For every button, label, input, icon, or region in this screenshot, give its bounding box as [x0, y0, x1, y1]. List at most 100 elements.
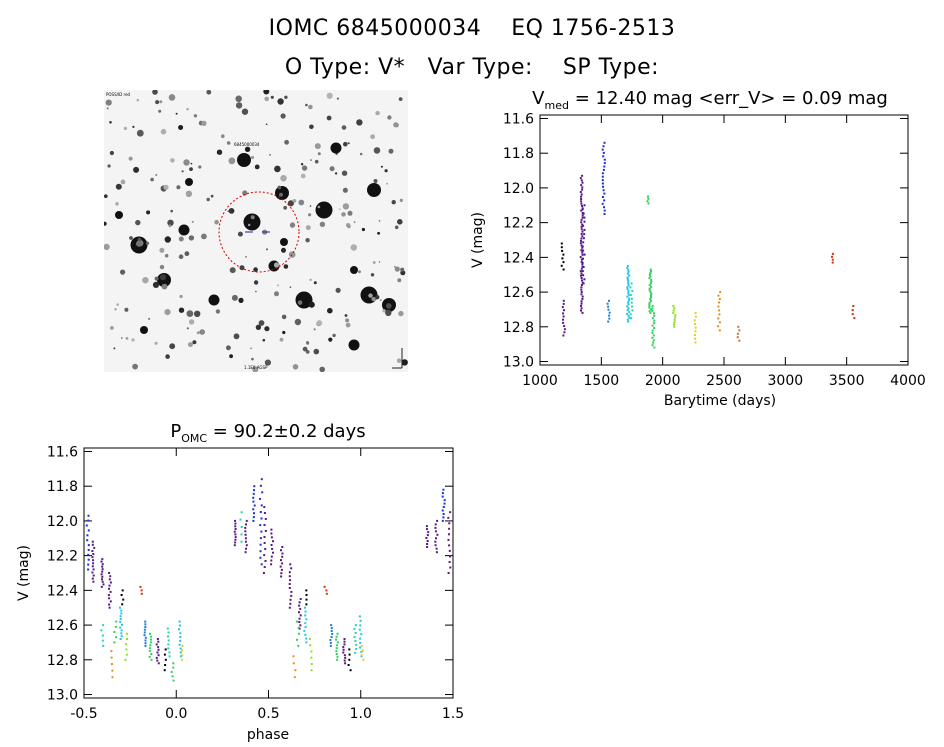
star-faint — [314, 143, 321, 150]
star-faint — [380, 165, 383, 168]
data-point — [852, 305, 855, 307]
data-point — [304, 626, 307, 628]
data-point — [449, 566, 452, 569]
data-point — [626, 318, 629, 321]
data-point — [299, 624, 302, 627]
data-point — [602, 189, 605, 192]
data-point — [562, 318, 564, 321]
data-point — [851, 313, 854, 316]
data-point — [156, 638, 159, 640]
data-point — [717, 325, 720, 328]
data-point — [426, 546, 429, 548]
data-point — [92, 580, 95, 583]
data-point — [581, 270, 584, 273]
star-faint — [184, 251, 190, 257]
star-faint — [136, 240, 143, 247]
data-point — [581, 298, 584, 300]
data-point — [580, 221, 583, 224]
data-point — [448, 544, 451, 547]
star-faint — [179, 294, 183, 299]
data-point — [121, 589, 124, 592]
data-point — [649, 275, 652, 278]
star-faint — [164, 309, 171, 316]
data-point — [651, 305, 654, 307]
data-point — [167, 639, 170, 642]
data-point — [119, 606, 121, 609]
y-tick-label: 12.4 — [503, 250, 534, 266]
star-faint — [287, 200, 294, 207]
star-faint — [370, 134, 375, 140]
data-point — [443, 499, 446, 502]
data-point — [329, 644, 332, 647]
star-faint — [146, 210, 151, 215]
data-point — [603, 165, 606, 168]
data-point — [179, 636, 182, 638]
data-point — [178, 620, 181, 623]
data-point — [86, 534, 89, 537]
data-point — [164, 658, 167, 661]
star-faint — [279, 192, 283, 197]
data-point — [581, 181, 584, 184]
data-point — [119, 626, 122, 629]
data-point — [330, 627, 333, 630]
star-faint — [133, 166, 140, 173]
star-faint — [393, 122, 399, 128]
star-faint — [281, 314, 287, 320]
data-point — [360, 655, 363, 658]
data-point — [297, 626, 300, 629]
data-point — [119, 638, 122, 640]
lightcurve-title: Vmed = 12.40 mag <err_V> = 0.09 mag — [532, 88, 888, 112]
star-faint — [385, 309, 392, 316]
star-faint — [277, 98, 284, 105]
data-point — [336, 658, 339, 661]
data-point — [120, 635, 123, 638]
data-point — [608, 299, 610, 302]
data-point — [626, 312, 629, 315]
y-tick-label: 11.8 — [47, 479, 78, 495]
data-point — [736, 336, 739, 339]
star-faint — [398, 310, 404, 317]
data-point — [309, 644, 312, 647]
data-point — [581, 263, 584, 266]
y-tick-label: 12.6 — [47, 618, 78, 634]
data-point — [718, 313, 721, 316]
star-faint — [288, 251, 296, 258]
data-point — [298, 617, 301, 620]
data-point — [582, 282, 585, 285]
data-point — [120, 612, 123, 615]
data-point — [280, 559, 282, 562]
data-point — [448, 549, 451, 552]
data-point — [650, 308, 652, 311]
data-point — [582, 249, 585, 252]
data-point — [101, 634, 104, 637]
data-point — [693, 319, 696, 322]
data-point — [448, 561, 451, 563]
data-point — [234, 541, 237, 544]
data-point — [349, 669, 352, 672]
data-point — [289, 602, 292, 605]
data-point — [115, 620, 118, 623]
data-point — [582, 257, 584, 260]
data-point — [149, 632, 151, 635]
star-faint — [264, 96, 269, 102]
data-point — [150, 658, 153, 661]
data-point — [581, 214, 584, 217]
data-point — [653, 346, 656, 349]
data-point — [234, 533, 237, 536]
data-point — [244, 530, 247, 533]
star-faint — [229, 267, 236, 274]
data-point — [441, 509, 444, 512]
data-point — [234, 538, 237, 541]
star-faint — [210, 194, 214, 198]
x-tick-label: 3000 — [768, 373, 804, 389]
data-point — [602, 151, 605, 154]
data-point — [259, 484, 262, 487]
star-faint — [254, 164, 260, 170]
data-point — [672, 305, 675, 307]
data-point — [140, 589, 143, 592]
data-point — [87, 563, 90, 566]
star-faint — [255, 290, 257, 293]
data-point — [87, 529, 90, 532]
data-point — [244, 551, 247, 554]
data-point — [331, 633, 334, 635]
